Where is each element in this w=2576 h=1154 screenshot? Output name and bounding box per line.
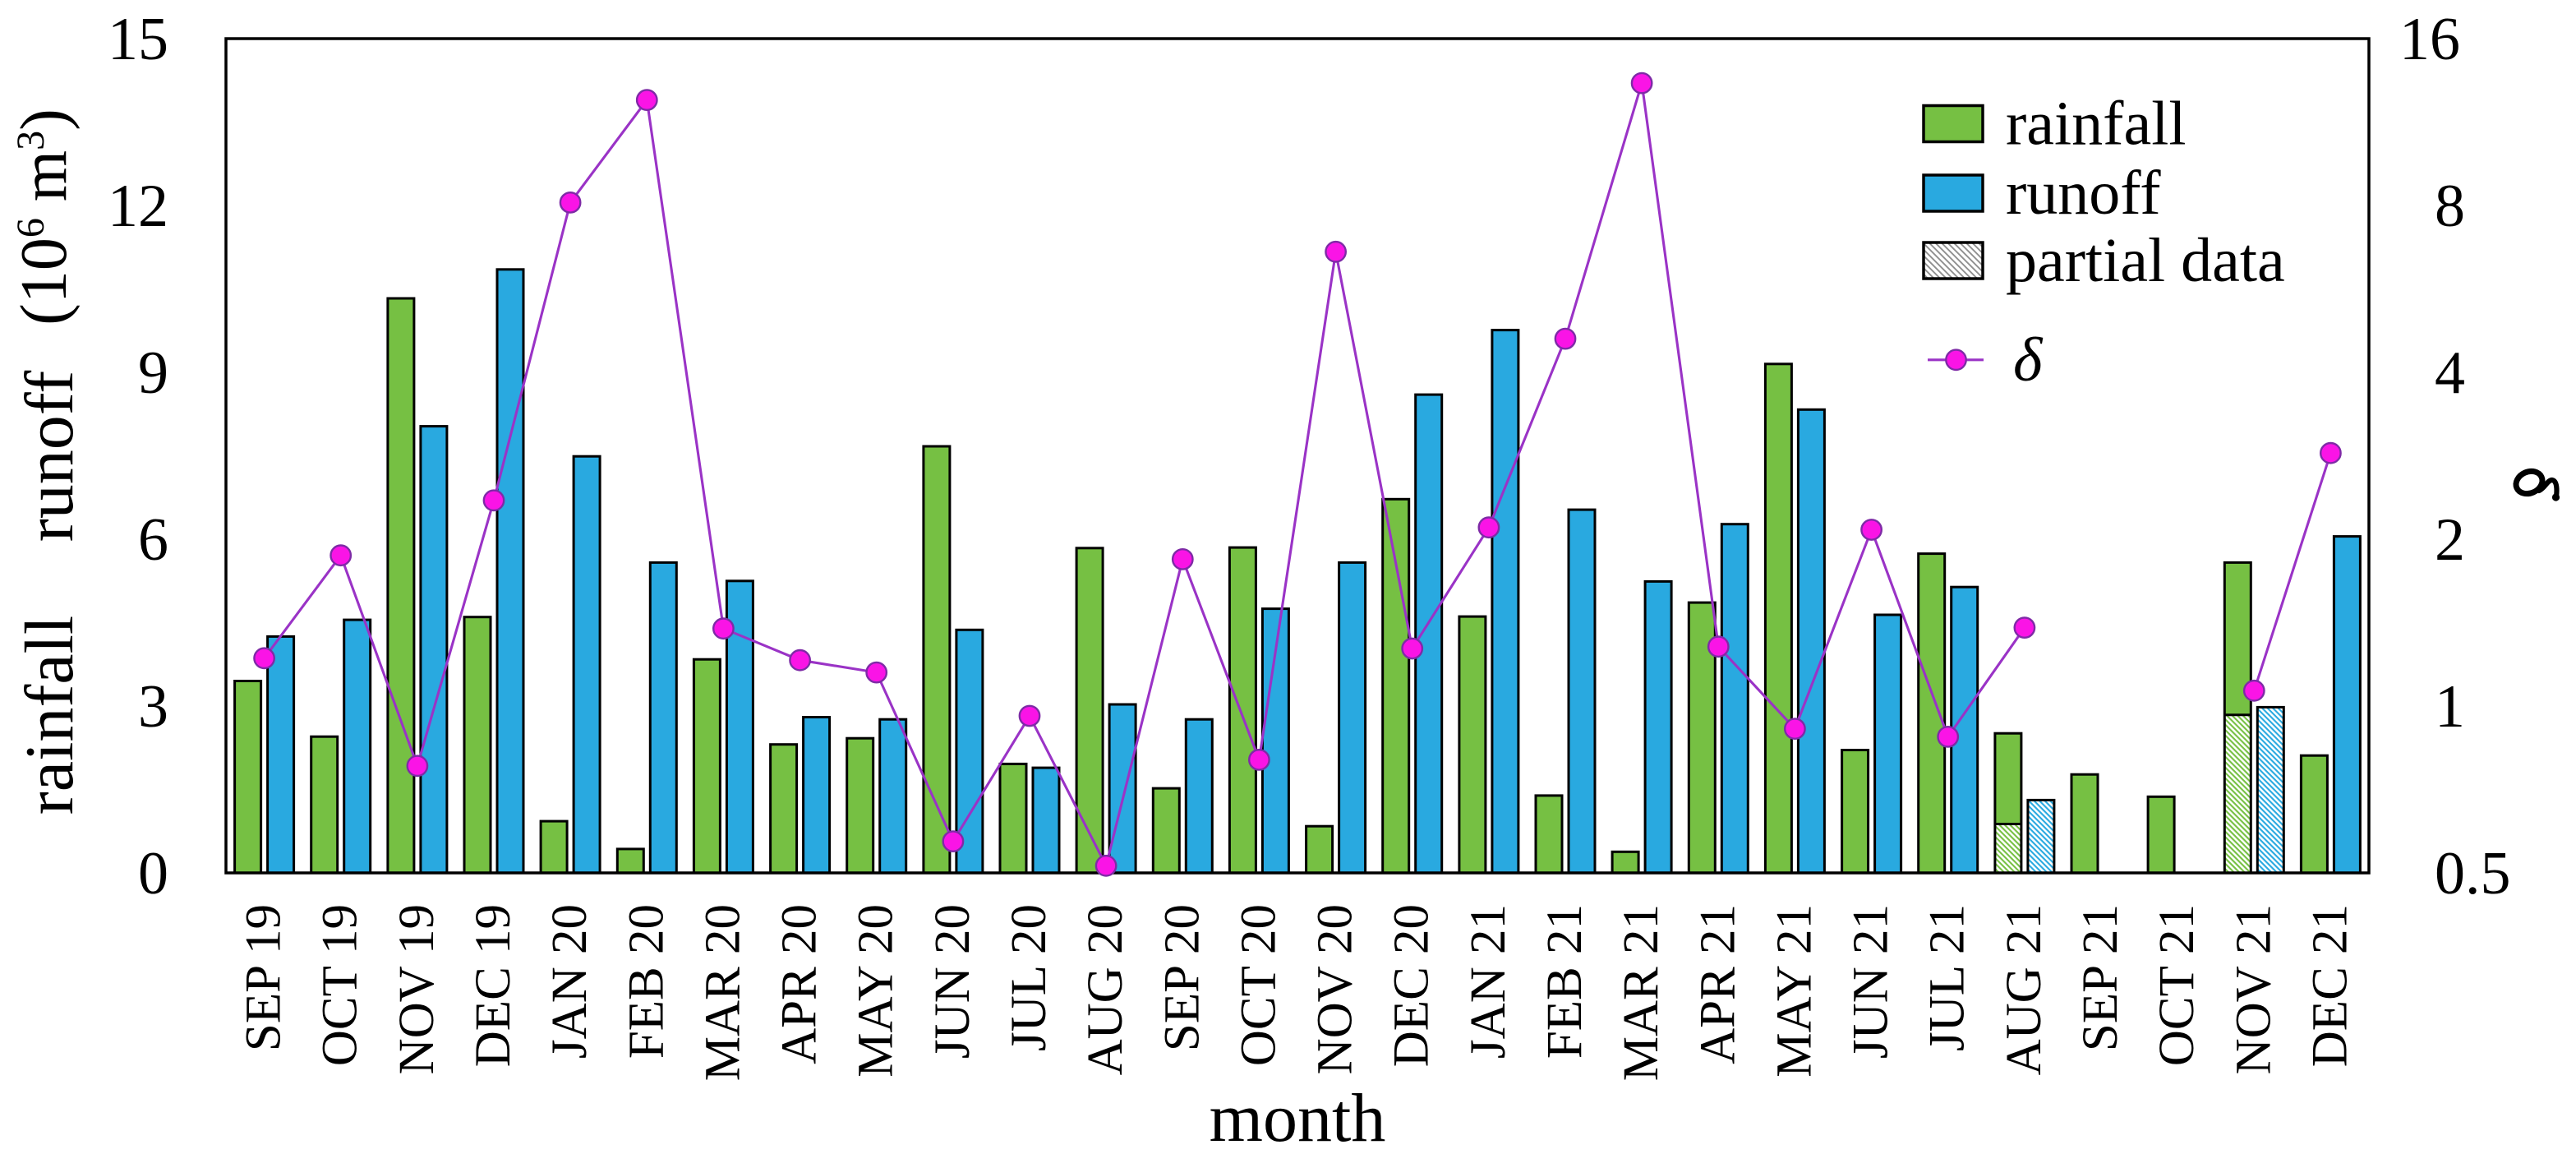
- svg-text:NOV 19: NOV 19: [389, 904, 445, 1074]
- svg-text:AUG 21: AUG 21: [1997, 904, 2052, 1075]
- svg-text:FEB 20: FEB 20: [619, 904, 674, 1059]
- svg-text:12: 12: [108, 173, 168, 240]
- svg-text:DEC 20: DEC 20: [1385, 904, 1440, 1067]
- svg-text:NOV 20: NOV 20: [1308, 904, 1363, 1074]
- svg-text:MAR 20: MAR 20: [695, 904, 750, 1081]
- svg-text:OCT 21: OCT 21: [2150, 904, 2205, 1066]
- svg-text:0: 0: [138, 840, 168, 907]
- svg-text:4: 4: [2435, 339, 2465, 407]
- svg-text:(106 m3): (106 m3): [8, 108, 81, 325]
- svg-text:FEB 21: FEB 21: [1537, 904, 1592, 1059]
- svg-text:2: 2: [2435, 506, 2465, 574]
- svg-text:APR 21: APR 21: [1690, 904, 1745, 1064]
- svg-text:partial data: partial data: [2006, 226, 2285, 295]
- svg-text:δ: δ: [2013, 325, 2044, 395]
- svg-text:MAY 21: MAY 21: [1767, 904, 1822, 1078]
- svg-text:rainfall: rainfall: [2006, 90, 2186, 159]
- svg-text:MAY 20: MAY 20: [849, 904, 904, 1078]
- svg-text:JUN 20: JUN 20: [925, 904, 980, 1059]
- svg-text:JUL 20: JUL 20: [1002, 904, 1057, 1051]
- svg-text:JAN 21: JAN 21: [1461, 904, 1516, 1059]
- svg-text:SEP 21: SEP 21: [2073, 904, 2128, 1051]
- svg-text:15: 15: [108, 6, 168, 73]
- svg-text:SEP 20: SEP 20: [1154, 904, 1210, 1051]
- svg-text:8: 8: [2435, 173, 2465, 240]
- svg-text:OCT 20: OCT 20: [1231, 904, 1286, 1066]
- svg-text:SEP 19: SEP 19: [237, 904, 292, 1051]
- svg-text:JUL 21: JUL 21: [1920, 904, 1975, 1051]
- svg-text:runoff: runoff: [12, 371, 88, 542]
- svg-text:16: 16: [2399, 6, 2460, 73]
- svg-text:month: month: [1210, 1080, 1386, 1154]
- svg-text:JUN 21: JUN 21: [1844, 904, 1899, 1059]
- svg-text:0.5: 0.5: [2435, 840, 2511, 907]
- svg-text:3: 3: [138, 673, 168, 741]
- svg-text:DEC 19: DEC 19: [466, 904, 521, 1067]
- svg-text:1: 1: [2435, 673, 2465, 741]
- svg-text:6: 6: [138, 506, 168, 574]
- svg-text:MAR 21: MAR 21: [1614, 904, 1669, 1081]
- svg-text:DEC 21: DEC 21: [2302, 904, 2357, 1067]
- svg-text:9: 9: [138, 339, 168, 407]
- svg-text:APR 20: APR 20: [772, 904, 827, 1064]
- svg-text:rainfall: rainfall: [12, 616, 88, 815]
- svg-text:AUG 20: AUG 20: [1078, 904, 1133, 1075]
- svg-text:runoff: runoff: [2006, 159, 2161, 228]
- svg-text:NOV 21: NOV 21: [2226, 904, 2281, 1074]
- svg-text:OCT 19: OCT 19: [313, 904, 368, 1066]
- svg-text:JAN 20: JAN 20: [542, 904, 597, 1059]
